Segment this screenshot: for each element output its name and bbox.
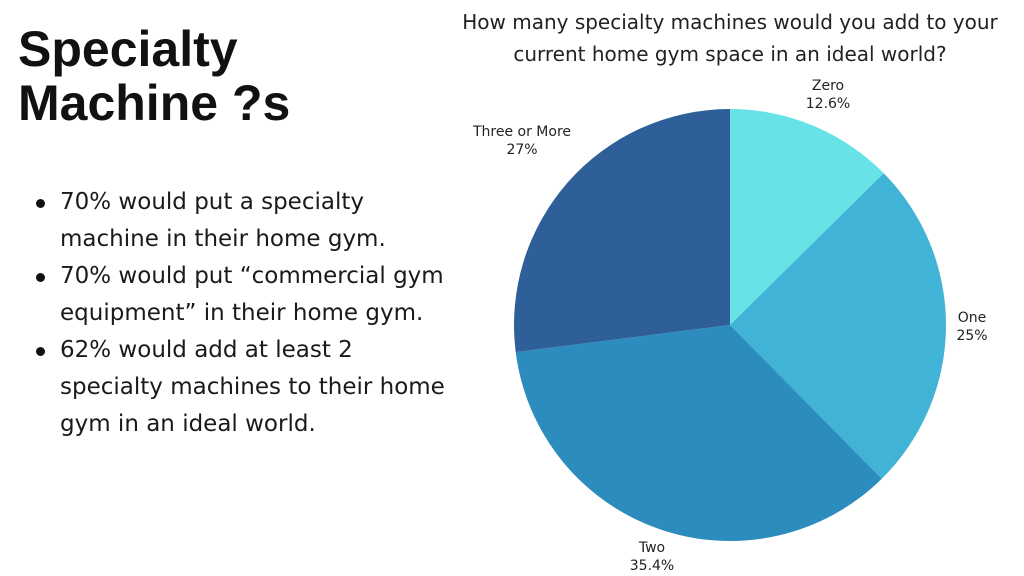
left-panel: Specialty Machine ?s [18, 18, 468, 130]
slice-category-label: Two [638, 540, 665, 556]
slice-category-label: One [958, 310, 987, 326]
bullet-item: 70% would put “commercial gym equipment”… [18, 258, 458, 332]
pie-slice-one [730, 173, 946, 479]
bullet-item: 70% would put a specialty machine in the… [18, 184, 458, 258]
pie-slice-zero [730, 109, 884, 325]
heading-line-2: Machine ?s [18, 75, 291, 131]
bullet-list: 70% would put a specialty machine in the… [18, 184, 458, 443]
slice-value-label: 12.6% [806, 96, 850, 112]
slice-value-label: 35.4% [630, 558, 674, 574]
bullet-item: 62% would add at least 2 specialty machi… [18, 332, 458, 443]
pie-slice-two [515, 325, 882, 541]
chart-title: How many specialty machines would you ad… [462, 10, 998, 66]
slice-value-label: 27% [506, 142, 537, 158]
heading-line-1: Specialty [18, 21, 238, 77]
pie-slice-three-or-more [514, 109, 730, 353]
slide-heading: Specialty Machine ?s [18, 22, 468, 130]
slice-category-label: Zero [812, 78, 844, 94]
slice-category-label: Three or More [472, 124, 571, 140]
slice-value-label: 25% [956, 328, 987, 344]
